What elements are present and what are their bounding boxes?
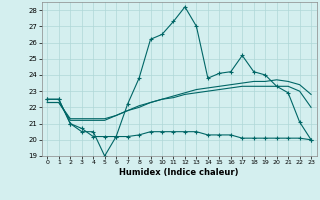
X-axis label: Humidex (Indice chaleur): Humidex (Indice chaleur) xyxy=(119,168,239,177)
